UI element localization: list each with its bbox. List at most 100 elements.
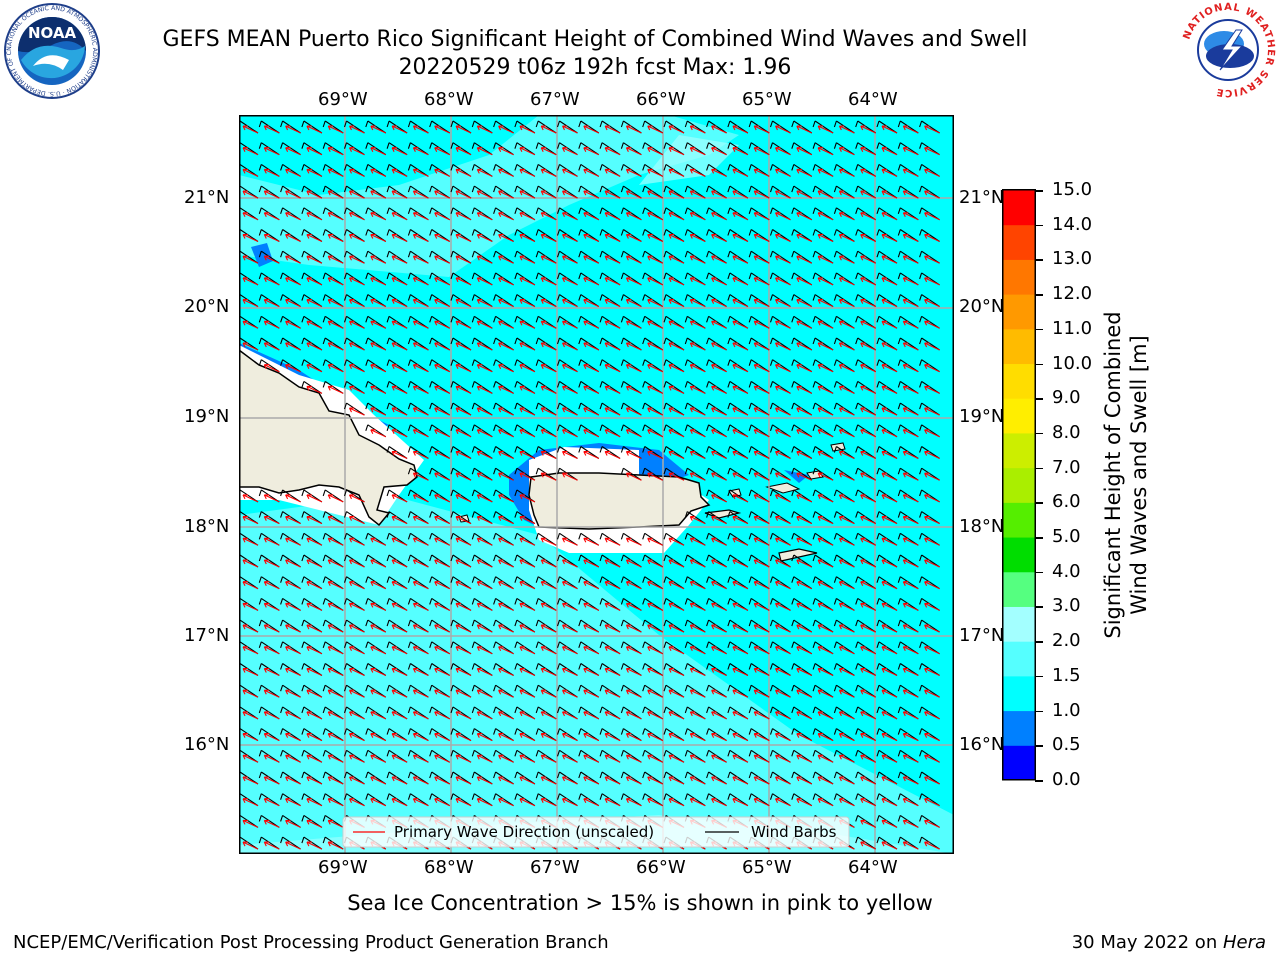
wave-direction-arrow <box>838 212 855 221</box>
wave-direction-arrow <box>732 602 749 611</box>
shallow-isolated-patch <box>251 243 273 267</box>
wave-direction-arrow <box>817 429 834 438</box>
wave-direction-arrow <box>838 602 855 611</box>
wave-direction-arrow <box>583 624 600 633</box>
colorbar-tick-mark <box>1035 641 1043 643</box>
lat-label-left: 21°N <box>184 187 230 208</box>
wave-direction-arrow <box>817 689 834 698</box>
wave-direction-arrow <box>775 624 791 633</box>
wave-direction-arrow <box>732 299 749 308</box>
wave-direction-arrow <box>519 168 536 177</box>
wave-direction-arrow <box>796 559 813 568</box>
wave-direction-arrow <box>647 385 663 394</box>
wave-direction-arrow <box>689 212 706 221</box>
wave-direction-arrow <box>412 472 429 481</box>
wave-direction-arrow <box>540 581 557 590</box>
wave-direction-arrow <box>647 602 663 611</box>
wave-direction-arrow <box>732 407 749 416</box>
wave-direction-arrow <box>753 711 770 720</box>
wave-direction-arrow <box>391 147 408 156</box>
colorbar-tick-label: 11.0 <box>1052 317 1093 339</box>
wave-direction-arrow <box>924 667 940 676</box>
wave-direction-arrow <box>817 407 834 416</box>
wave-direction-arrow <box>604 277 621 286</box>
wave-direction-arrow <box>455 798 472 807</box>
wave-direction-arrow <box>732 385 749 394</box>
wave-direction-arrow <box>434 385 450 394</box>
wave-direction-arrow <box>924 754 940 763</box>
wave-direction-arrow <box>540 624 557 633</box>
wave-direction-arrow <box>434 277 450 286</box>
wave-direction-arrow <box>455 212 472 221</box>
wave-direction-arrow <box>881 125 898 134</box>
wave-direction-arrow <box>498 602 514 611</box>
wave-direction-arrow <box>881 537 898 546</box>
wave-direction-arrow <box>540 277 557 286</box>
wave-direction-arrow <box>455 559 472 568</box>
footer-machine: Hera <box>1222 932 1266 953</box>
wave-direction-arrow <box>434 320 450 329</box>
wave-direction-arrow <box>263 364 280 373</box>
wave-direction-arrow <box>604 450 621 459</box>
wave-direction-arrow <box>902 776 919 785</box>
wave-direction-arrow <box>902 646 919 655</box>
wave-direction-arrow <box>881 646 898 655</box>
wave-direction-arrow <box>391 407 408 416</box>
wave-direction-arrow <box>476 429 493 438</box>
wave-direction-arrow <box>285 624 301 633</box>
wave-direction-arrow <box>583 255 600 264</box>
wave-direction-arrow <box>689 689 706 698</box>
nws-logo: NATIONAL WEATHER SERVICE <box>1180 2 1276 98</box>
wave-direction-arrow <box>753 429 770 438</box>
wave-direction-arrow <box>838 168 855 177</box>
colorbar-tick-label: 6.0 <box>1052 491 1081 513</box>
wave-direction-arrow <box>902 516 919 525</box>
wave-direction-arrow <box>498 364 514 373</box>
wave-direction-arrow <box>668 385 685 394</box>
wave-direction-arrow <box>583 689 600 698</box>
wave-direction-arrow <box>476 537 493 546</box>
wave-direction-arrow <box>583 733 600 742</box>
wave-direction-arrow <box>796 776 813 785</box>
wave-direction-arrow <box>668 776 685 785</box>
wave-direction-arrow <box>434 537 450 546</box>
wave-direction-arrow <box>327 559 344 568</box>
wave-direction-arrow <box>562 255 578 264</box>
wave-direction-arrow <box>242 798 259 807</box>
wave-direction-arrow <box>647 212 663 221</box>
wave-direction-arrow <box>455 581 472 590</box>
lon-label-top: 69°W <box>318 89 368 110</box>
wave-direction-arrow <box>562 776 578 785</box>
wave-direction-arrow <box>817 233 834 242</box>
wave-direction-arrow <box>604 646 621 655</box>
wave-direction-arrow <box>711 233 727 242</box>
wave-direction-arrow <box>711 646 727 655</box>
wave-direction-arrow <box>689 450 706 459</box>
wave-direction-arrow <box>860 667 876 676</box>
wave-direction-arrow <box>519 559 536 568</box>
wave-direction-arrow <box>370 255 387 264</box>
noaa-logo-text: NOAA <box>28 24 77 42</box>
wave-direction-arrow <box>391 385 408 394</box>
wave-direction-arrow <box>327 255 344 264</box>
wave-direction-arrow <box>498 711 514 720</box>
wave-direction-arrow <box>625 798 642 807</box>
wave-direction-arrow <box>285 147 301 156</box>
wave-direction-arrow <box>817 733 834 742</box>
wave-direction-arrow <box>625 125 642 134</box>
wave-direction-arrow <box>285 212 301 221</box>
wave-direction-arrow <box>838 711 855 720</box>
wave-direction-arrow <box>668 733 685 742</box>
wave-direction-arrow <box>732 429 749 438</box>
wave-direction-arrow <box>817 385 834 394</box>
wave-direction-arrow <box>412 255 429 264</box>
wave-direction-arrow <box>476 450 493 459</box>
colorbar-tick-mark <box>1035 537 1043 539</box>
wave-direction-arrow <box>519 733 536 742</box>
wave-direction-arrow <box>498 429 514 438</box>
lat-label-left: 20°N <box>184 296 230 317</box>
wave-direction-arrow <box>902 385 919 394</box>
wave-direction-arrow <box>881 581 898 590</box>
lat-label-left: 18°N <box>184 516 230 537</box>
wave-direction-arrow <box>860 125 876 134</box>
